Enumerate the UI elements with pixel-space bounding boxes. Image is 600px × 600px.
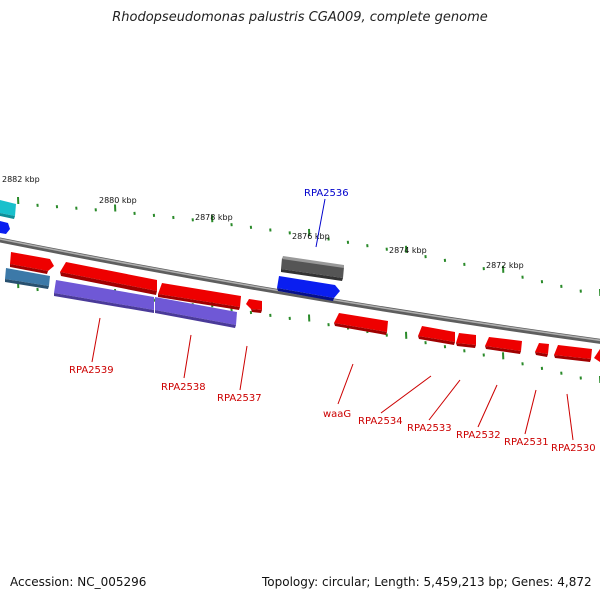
leader-line — [239, 345, 248, 391]
gene-label-waag[interactable]: waaG — [323, 409, 351, 420]
gene-feature-rpa2539[interactable] — [60, 262, 157, 291]
leader-line — [315, 198, 326, 248]
gene-feature-rpa2536[interactable] — [277, 276, 340, 298]
gene-feature-rpa2534[interactable] — [418, 326, 455, 342]
gene-feature-rpa2533-shade — [456, 343, 476, 348]
gene-label-rpa2537[interactable]: RPA2537 — [217, 393, 262, 404]
gene-label-rpa2532[interactable]: RPA2532 — [456, 430, 501, 441]
gene-feature-red[interactable] — [10, 252, 54, 271]
gene-feature-steel-shade — [5, 279, 49, 289]
gene-feature-rpa2537-shade — [251, 309, 262, 313]
leader-line — [91, 317, 101, 363]
gene-feature-rpa2539-shade — [60, 272, 157, 295]
genome-backbone — [0, 237, 600, 344]
leader-line — [183, 334, 192, 379]
gene-feature-rpa2534-shade — [418, 336, 455, 345]
kbp-label: 2878 kbp — [195, 213, 233, 222]
gene-feature-rpa2533[interactable] — [456, 333, 476, 345]
gene-feature-teal-shade — [0, 213, 15, 219]
kbp-label: 2882 kbp — [2, 175, 40, 184]
leader-line — [428, 379, 461, 421]
leader-line — [380, 375, 432, 414]
gene-label-rpa2538[interactable]: RPA2538 — [161, 382, 206, 393]
gene-feature-waag-shade — [334, 323, 387, 335]
gene-feature-rpa2531[interactable] — [535, 343, 549, 354]
gene-features — [0, 200, 600, 362]
gene-feature-rpa2538[interactable] — [158, 283, 241, 307]
gene-feature-blue[interactable] — [0, 221, 10, 234]
gene-feature-gray[interactable] — [281, 258, 344, 278]
gene-feature-steel[interactable] — [5, 268, 50, 286]
gene-feature-rpa2530-shade — [554, 355, 591, 362]
kbp-label: 2872 kbp — [486, 261, 524, 270]
gene-feature-rpa2531-shade — [535, 352, 548, 357]
leader-line — [477, 384, 498, 428]
gene-feature-red-partial[interactable] — [594, 349, 600, 362]
gene-feature-rpa2530[interactable] — [554, 345, 592, 359]
gene-labels: RPA2539 RPA2538 RPA2537 RPA2536 waaG RPA… — [69, 188, 596, 454]
gene-feature-rpa2537[interactable] — [246, 299, 262, 310]
gene-feature-gray-top — [282, 256, 344, 268]
gene-feature-purple-2[interactable] — [155, 297, 237, 325]
kbp-scale: 2882 kbp 2880 kbp 2878 kbp 2876 kbp 2874… — [2, 175, 524, 270]
genome-summary-text: Topology: circular; Length: 5,459,213 bp… — [262, 575, 592, 589]
leader-line — [337, 363, 354, 405]
gene-feature-purple-1[interactable] — [54, 280, 154, 310]
kbp-label: 2874 kbp — [389, 246, 427, 255]
gene-feature-rpa2532[interactable] — [485, 337, 522, 351]
gene-feature-rpa2532-shade — [485, 346, 521, 354]
gene-label-rpa2531[interactable]: RPA2531 — [504, 437, 549, 448]
leader-line — [524, 389, 537, 435]
gene-label-rpa2530[interactable]: RPA2530 — [551, 443, 596, 454]
accession-text: Accession: NC_005296 — [10, 575, 147, 589]
gene-feature-gray-shade — [281, 269, 343, 281]
gene-label-rpa2533[interactable]: RPA2533 — [407, 423, 452, 434]
gene-label-rpa2539[interactable]: RPA2539 — [69, 365, 114, 376]
gene-feature-rpa2538-shade — [158, 294, 240, 310]
leader-line — [566, 393, 574, 441]
gene-feature-teal[interactable] — [0, 200, 16, 216]
gene-feature-purple-2-shade — [155, 310, 236, 328]
gene-label-rpa2536[interactable]: RPA2536 — [304, 188, 349, 199]
gene-feature-waag[interactable] — [334, 313, 388, 332]
kbp-label: 2876 kbp — [292, 232, 330, 241]
outer-tick-row — [17, 196, 600, 297]
gene-feature-red-shade — [10, 264, 48, 274]
map-title: Rhodopseudomonas palustris CGA009, compl… — [112, 10, 488, 25]
gene-feature-rpa2536-shade — [277, 288, 334, 301]
label-leader-lines — [91, 198, 574, 441]
gene-feature-purple-1-shade — [54, 293, 154, 313]
kbp-label: 2880 kbp — [99, 196, 137, 205]
gene-label-rpa2534[interactable]: RPA2534 — [358, 416, 403, 427]
